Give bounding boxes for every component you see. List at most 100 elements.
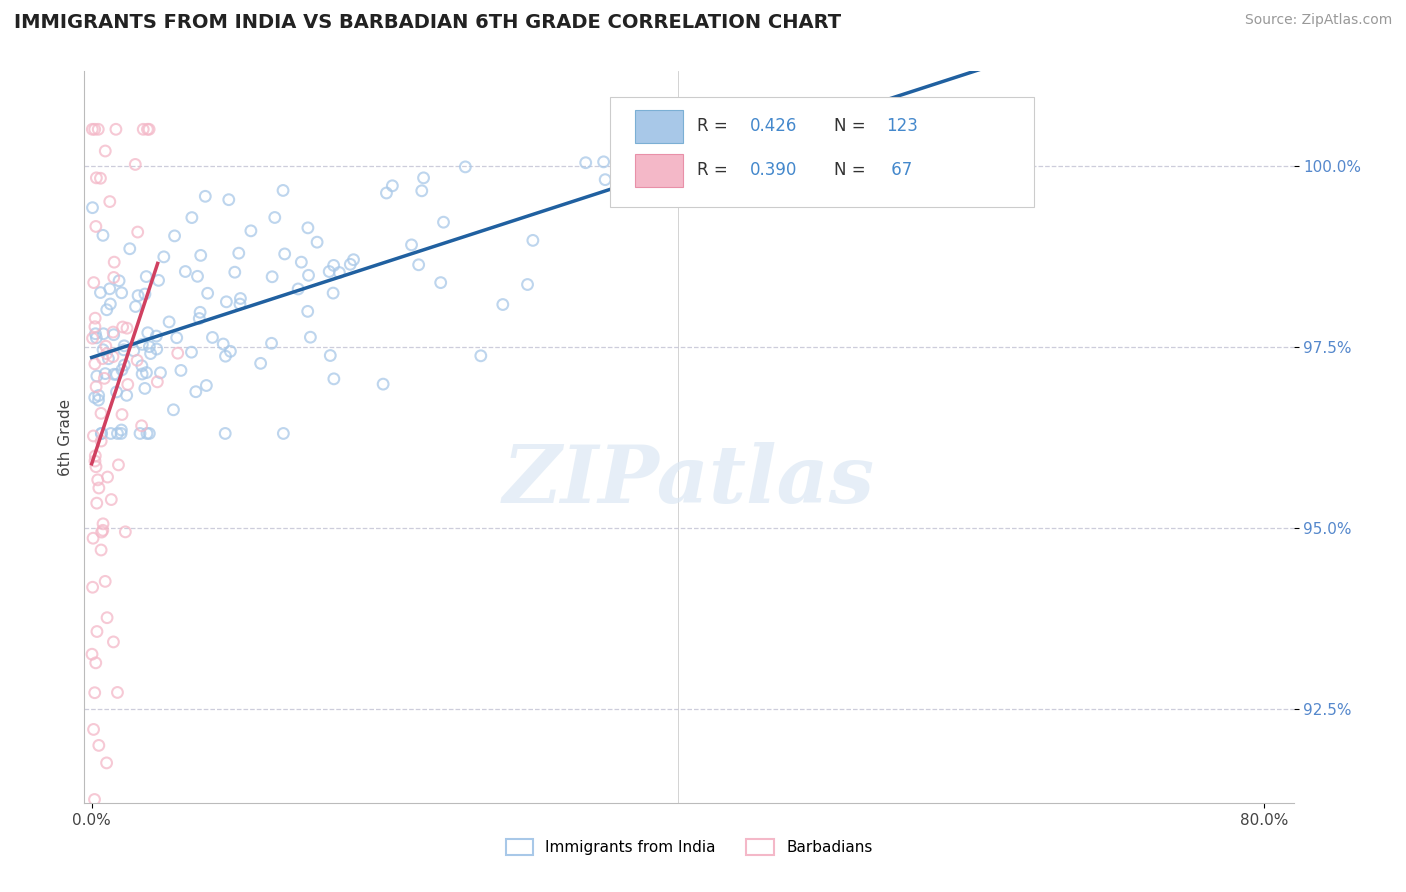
Point — [82, 429, 104, 443]
Point — [145, 342, 167, 356]
Point — [138, 122, 160, 136]
Point — [114, 524, 136, 539]
Point — [136, 426, 159, 441]
Point — [87, 481, 110, 495]
Point — [112, 358, 135, 372]
Point — [96, 470, 118, 484]
Point — [115, 388, 138, 402]
Point — [229, 297, 252, 311]
Point — [134, 287, 156, 301]
Point — [716, 137, 738, 152]
Point — [118, 242, 141, 256]
Point — [105, 368, 128, 382]
Point — [103, 255, 125, 269]
Point — [322, 259, 344, 273]
Point — [188, 305, 211, 319]
Point — [98, 297, 121, 311]
Point — [592, 154, 614, 169]
Point — [90, 525, 112, 540]
Text: ZIPatlas: ZIPatlas — [503, 442, 875, 520]
Point — [84, 449, 107, 463]
Point — [136, 122, 159, 136]
Point — [522, 233, 544, 247]
Point — [107, 685, 129, 699]
Point — [98, 194, 121, 209]
Point — [127, 225, 149, 239]
Point — [273, 426, 295, 441]
Point — [101, 350, 124, 364]
Point — [84, 656, 107, 670]
Point — [115, 321, 138, 335]
Point — [84, 454, 107, 468]
Point — [148, 273, 170, 287]
Point — [94, 367, 117, 381]
Point — [82, 580, 104, 594]
Point — [84, 219, 107, 234]
Point — [86, 331, 108, 345]
Point — [138, 426, 160, 441]
Point — [94, 574, 117, 589]
Point — [90, 406, 112, 420]
Point — [87, 473, 110, 487]
Point — [328, 266, 350, 280]
Point — [97, 351, 120, 366]
Point — [105, 384, 128, 399]
Point — [91, 351, 114, 366]
Point — [112, 339, 135, 353]
Point — [96, 302, 118, 317]
Point — [287, 282, 309, 296]
Point — [593, 172, 616, 186]
Point — [262, 269, 284, 284]
Point — [111, 363, 134, 377]
Point — [91, 228, 114, 243]
Point — [91, 516, 114, 531]
Point — [111, 285, 134, 300]
Point — [94, 144, 117, 158]
Point — [93, 326, 115, 341]
Point — [89, 171, 111, 186]
Point — [87, 388, 110, 402]
Point — [80, 647, 103, 661]
Point — [84, 380, 107, 394]
Point — [297, 304, 319, 318]
Point — [83, 391, 105, 405]
Text: Source: ZipAtlas.com: Source: ZipAtlas.com — [1244, 13, 1392, 28]
Point — [271, 183, 294, 197]
Point — [342, 252, 364, 267]
Point — [103, 327, 125, 342]
Point — [124, 300, 146, 314]
Point — [82, 531, 104, 545]
Point — [107, 458, 129, 472]
Point — [104, 122, 127, 136]
Point — [429, 276, 451, 290]
Point — [454, 160, 477, 174]
Point — [319, 349, 342, 363]
Point — [219, 344, 242, 359]
Point — [136, 326, 159, 340]
Point — [138, 340, 160, 354]
Point — [86, 496, 108, 510]
Point — [91, 343, 114, 357]
Point — [82, 201, 104, 215]
Point — [135, 366, 157, 380]
Point — [107, 426, 129, 441]
Point — [93, 371, 115, 385]
Point — [212, 337, 235, 351]
Point — [145, 329, 167, 343]
Point — [87, 393, 110, 408]
Point — [163, 228, 186, 243]
Point — [131, 418, 153, 433]
Point — [411, 184, 433, 198]
Point — [131, 367, 153, 381]
Point — [339, 257, 361, 271]
Point — [83, 686, 105, 700]
Point — [432, 215, 454, 229]
Point — [82, 331, 104, 345]
Point — [124, 157, 146, 171]
Point — [180, 211, 202, 225]
Point — [197, 286, 219, 301]
Point — [166, 331, 188, 345]
Text: 123: 123 — [886, 117, 918, 136]
Bar — [634, 153, 683, 186]
Point — [129, 426, 152, 441]
